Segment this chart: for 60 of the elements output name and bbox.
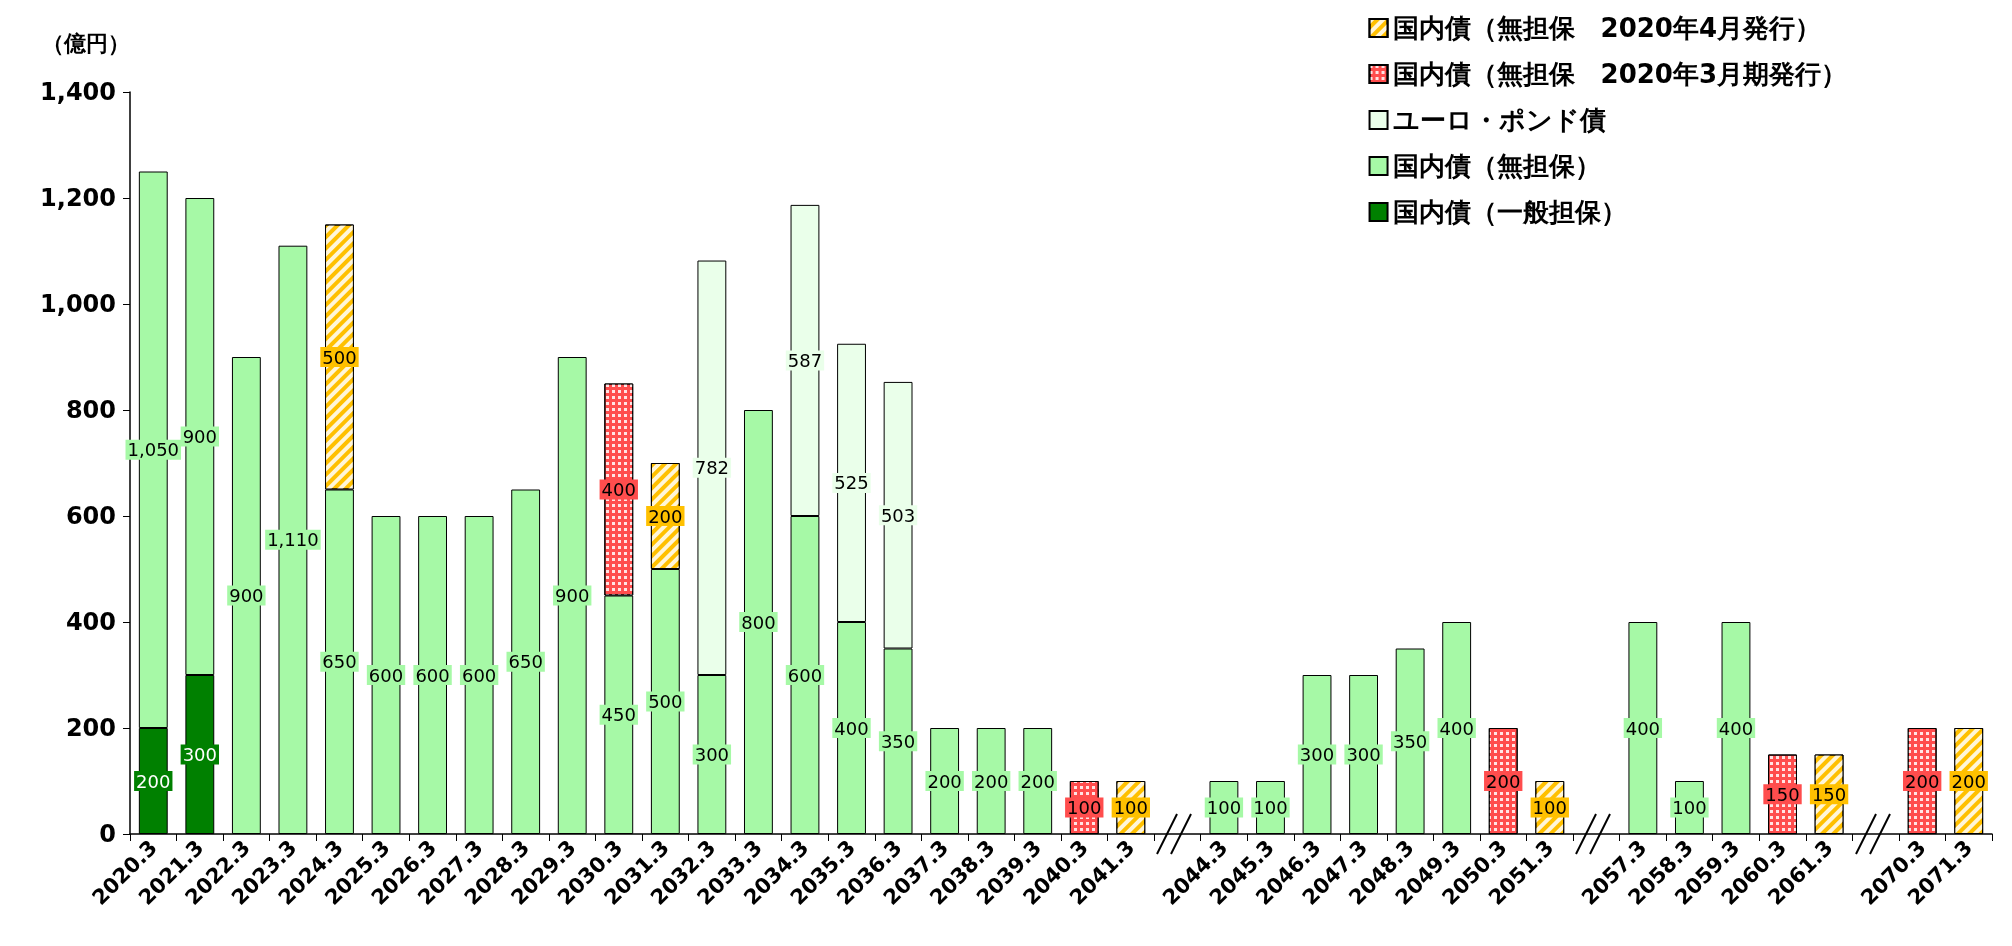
data-label: 200 [1951, 770, 1986, 792]
data-label: 900 [229, 585, 264, 606]
data-label: 400 [601, 479, 636, 500]
legend-label: 国内債（無担保 2020年3月期発行） [1392, 59, 1848, 89]
data-label: 600 [368, 664, 404, 686]
data-label: 587 [787, 349, 823, 371]
data-label: 200 [1020, 770, 1055, 792]
data-label: 500 [322, 346, 357, 368]
y-tick-label: 1,000 [40, 290, 116, 318]
legend-label: 国内債（無担保） [1392, 151, 1601, 181]
y-axis-title: （億円） [42, 30, 130, 56]
data-label: 600 [415, 664, 450, 686]
data-label: 650 [322, 651, 357, 673]
data-label: 100 [1253, 797, 1288, 818]
data-label: 100 [1113, 797, 1148, 818]
data-label: 400 [1625, 717, 1661, 739]
data-label: 400 [834, 717, 869, 739]
data-label: 500 [648, 691, 683, 712]
y-tick-label: 1,400 [40, 78, 116, 106]
data-label: 900 [555, 585, 590, 606]
legend-label: 国内債（無担保 2020年4月発行） [1392, 13, 1822, 43]
y-tick-label: 400 [65, 608, 116, 636]
data-label: 350 [1392, 730, 1428, 752]
data-label: 600 [787, 664, 823, 686]
data-label: 100 [1672, 797, 1707, 818]
data-label: 100 [1532, 797, 1567, 818]
data-label: 600 [461, 664, 497, 686]
data-label: 525 [834, 472, 869, 494]
data-label: 200 [927, 770, 962, 792]
y-tick-label: 1,200 [40, 184, 116, 212]
data-label: 800 [741, 611, 776, 633]
data-label: 300 [694, 744, 730, 765]
data-label: 200 [1905, 770, 1940, 792]
y-tick-label: 200 [65, 714, 116, 742]
data-label: 782 [694, 457, 730, 479]
data-label: 400 [1718, 717, 1754, 739]
data-label: 1,050 [127, 439, 180, 461]
data-label: 400 [1439, 717, 1474, 739]
legend-label: ユーロ・ポンド債 [1392, 105, 1606, 135]
data-label: 300 [182, 744, 217, 765]
data-label: 650 [508, 651, 543, 673]
legend-label: 国内債（一般担保） [1392, 197, 1627, 227]
data-label: 503 [880, 504, 916, 526]
data-label: 300 [1346, 744, 1381, 765]
data-label: 900 [182, 426, 217, 447]
data-label: 100 [1067, 797, 1102, 818]
data-label: 200 [136, 770, 171, 792]
data-label: 1,110 [267, 529, 319, 551]
data-label: 100 [1206, 797, 1242, 818]
data-label: 200 [1486, 770, 1521, 792]
data-label: 200 [974, 770, 1009, 792]
y-tick-label: 0 [99, 820, 116, 848]
y-tick-label: 600 [65, 502, 116, 530]
data-label: 350 [880, 730, 916, 752]
data-label: 150 [1811, 783, 1847, 805]
data-label: 200 [648, 505, 683, 527]
data-label: 450 [601, 704, 636, 726]
data-label: 300 [1299, 744, 1335, 765]
data-label: 150 [1765, 783, 1800, 805]
y-tick-label: 800 [65, 396, 116, 424]
